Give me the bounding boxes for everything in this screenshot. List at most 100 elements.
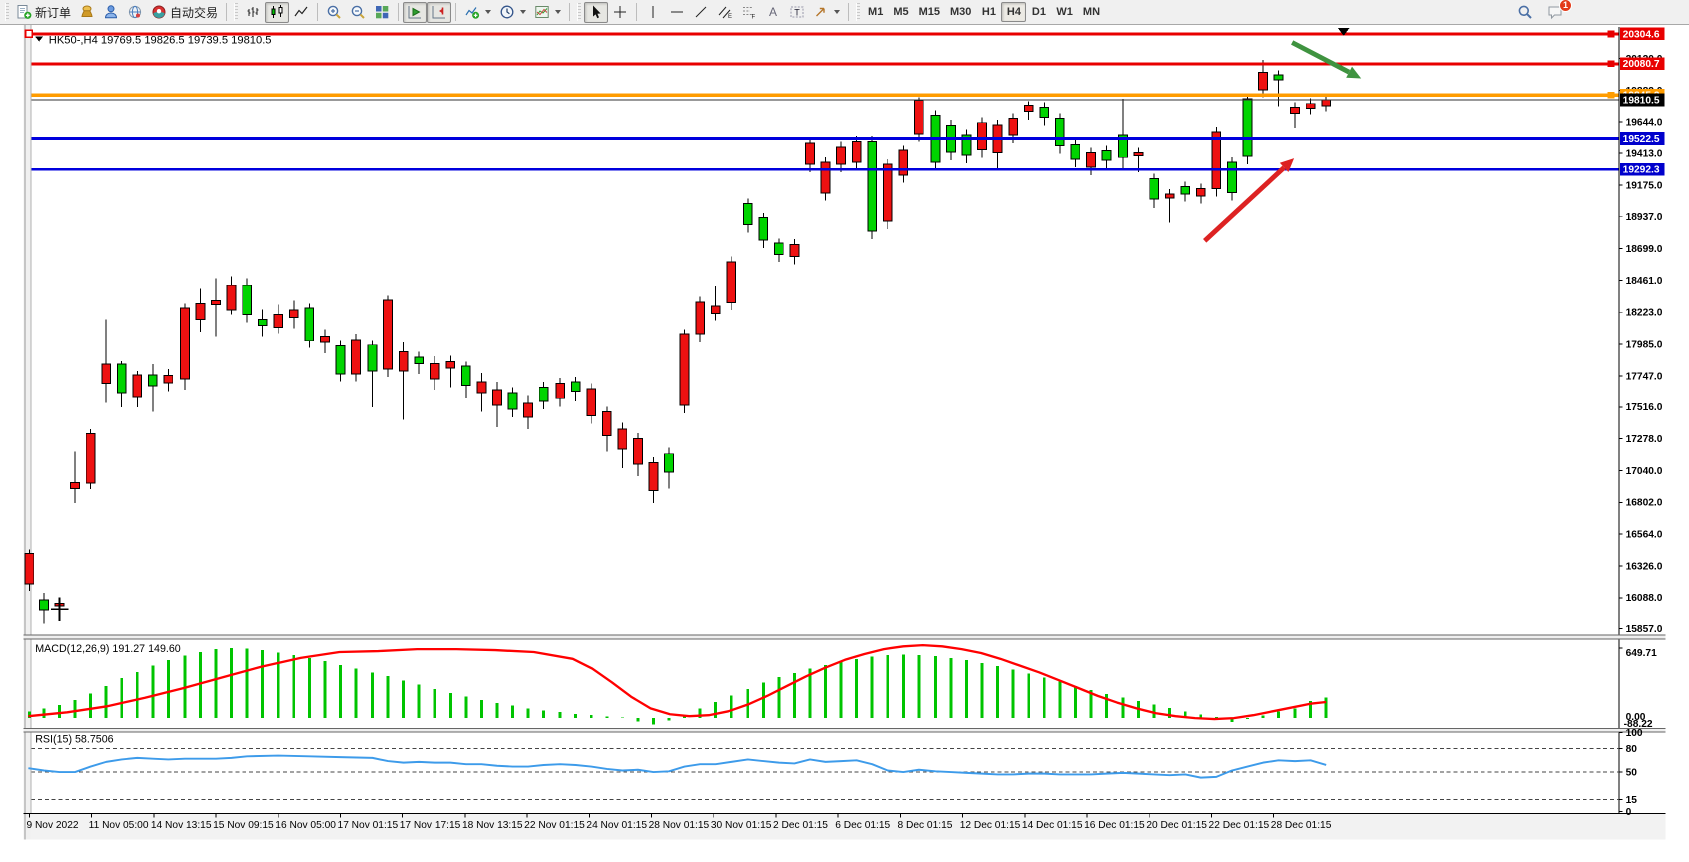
candle-body[interactable] bbox=[1086, 151, 1096, 168]
candle-body[interactable] bbox=[977, 122, 987, 150]
bar-chart-button[interactable] bbox=[241, 2, 265, 23]
timeframe-button-H4[interactable]: H4 bbox=[1001, 2, 1027, 22]
candle-body[interactable] bbox=[288, 309, 299, 318]
candle-body[interactable] bbox=[147, 374, 158, 387]
indicators-button[interactable] bbox=[460, 2, 495, 23]
candlestick-chart-button[interactable] bbox=[265, 1, 290, 23]
new-order-button[interactable]: 新订单 bbox=[12, 2, 75, 23]
candle-body[interactable] bbox=[1054, 117, 1065, 146]
candle-body[interactable] bbox=[1211, 131, 1222, 189]
line-anchor-marker[interactable] bbox=[1337, 27, 1350, 36]
candle-body[interactable] bbox=[70, 482, 80, 490]
candle-body[interactable] bbox=[851, 140, 862, 163]
candle-body[interactable] bbox=[492, 389, 502, 406]
candle-body[interactable] bbox=[180, 307, 190, 380]
candle-body[interactable] bbox=[805, 142, 815, 165]
candle-body[interactable] bbox=[1101, 150, 1112, 161]
candle-body[interactable] bbox=[116, 363, 127, 394]
broadcast-button[interactable] bbox=[123, 2, 147, 23]
candle-body[interactable] bbox=[601, 411, 612, 437]
candle-body[interactable] bbox=[1321, 99, 1332, 107]
candle-body[interactable] bbox=[1039, 107, 1050, 118]
candle-body[interactable] bbox=[1195, 187, 1206, 197]
timeframe-button-M1[interactable]: M1 bbox=[868, 6, 884, 18]
candle-body[interactable] bbox=[383, 299, 393, 370]
tile-windows-button[interactable] bbox=[370, 2, 394, 23]
candle-body[interactable] bbox=[820, 161, 831, 194]
candle-body[interactable] bbox=[163, 375, 174, 384]
candle-body[interactable] bbox=[304, 307, 315, 342]
candle-body[interactable] bbox=[226, 284, 237, 311]
candle-body[interactable] bbox=[1305, 103, 1316, 110]
candle-body[interactable] bbox=[195, 302, 206, 320]
candle-body[interactable] bbox=[445, 360, 456, 369]
profile-button[interactable] bbox=[99, 2, 123, 23]
candle-body[interactable] bbox=[774, 242, 784, 255]
candle-body[interactable] bbox=[24, 552, 35, 585]
candle-body[interactable] bbox=[85, 433, 96, 484]
candle-body[interactable] bbox=[101, 363, 112, 385]
candle-body[interactable] bbox=[1180, 185, 1191, 195]
hline-handle[interactable] bbox=[24, 29, 34, 39]
horizontal-line-tool-button[interactable] bbox=[665, 2, 689, 23]
red-up-arrow-annotation[interactable] bbox=[1203, 158, 1295, 243]
periods-button[interactable] bbox=[495, 2, 530, 23]
timeframe-button-M15[interactable]: M15 bbox=[918, 6, 940, 18]
candle-body[interactable] bbox=[132, 374, 143, 398]
candle-body[interactable] bbox=[1242, 98, 1253, 157]
candle-body[interactable] bbox=[351, 339, 361, 375]
candle-body[interactable] bbox=[335, 344, 346, 375]
price-chart-canvas[interactable]: 20120.019882.019644.019413.019175.018937… bbox=[0, 25, 1689, 862]
hline-handle[interactable] bbox=[1607, 91, 1615, 99]
candle-body[interactable] bbox=[882, 163, 893, 222]
hline-handle[interactable] bbox=[1607, 60, 1615, 68]
candle-body[interactable] bbox=[460, 365, 471, 387]
candle-body[interactable] bbox=[39, 599, 49, 611]
candle-body[interactable] bbox=[429, 362, 440, 380]
candle-body[interactable] bbox=[320, 336, 330, 343]
candle-body[interactable] bbox=[555, 383, 566, 399]
candle-body[interactable] bbox=[726, 261, 737, 304]
timeframe-button-MN[interactable]: MN bbox=[1082, 6, 1101, 18]
candle-body[interactable] bbox=[398, 350, 409, 372]
candle-body[interactable] bbox=[961, 134, 972, 156]
candle-body[interactable] bbox=[836, 146, 846, 165]
pane-separator-rsi[interactable] bbox=[23, 727, 1666, 733]
candle-body[interactable] bbox=[538, 387, 549, 402]
line-chart-button[interactable] bbox=[289, 2, 313, 23]
cursor-tool-button[interactable] bbox=[584, 1, 609, 23]
timeframe-button-D1[interactable]: D1 bbox=[1031, 6, 1046, 18]
chart-shift-button[interactable] bbox=[427, 1, 452, 23]
candle-body[interactable] bbox=[523, 402, 533, 418]
text-tool-button[interactable]: A bbox=[761, 2, 785, 23]
vertical-line-tool-button[interactable] bbox=[641, 2, 665, 23]
candle-body[interactable] bbox=[679, 333, 690, 406]
zoom-out-button[interactable] bbox=[346, 2, 370, 23]
candle-body[interactable] bbox=[507, 392, 518, 410]
seal-button[interactable] bbox=[75, 2, 99, 23]
candle-body[interactable] bbox=[257, 318, 268, 326]
candle-body[interactable] bbox=[1008, 117, 1019, 136]
candle-body[interactable] bbox=[242, 284, 252, 316]
candle-body[interactable] bbox=[1273, 74, 1284, 81]
candle-body[interactable] bbox=[1070, 144, 1081, 160]
candle-body[interactable] bbox=[1258, 71, 1268, 91]
channel-tool-button[interactable]: E bbox=[713, 2, 737, 23]
crosshair-tool-button[interactable] bbox=[608, 2, 632, 23]
candle-body[interactable] bbox=[742, 203, 753, 225]
candle-body[interactable] bbox=[476, 381, 487, 394]
candle-body[interactable] bbox=[648, 461, 659, 492]
candle-body[interactable] bbox=[1164, 193, 1175, 199]
candle-body[interactable] bbox=[695, 301, 705, 335]
templates-button[interactable] bbox=[530, 2, 565, 23]
candle-body[interactable] bbox=[898, 149, 909, 176]
candle-body[interactable] bbox=[914, 100, 924, 135]
search-button[interactable] bbox=[1513, 2, 1537, 23]
pane-separator-macd[interactable] bbox=[23, 634, 1666, 640]
candle-body[interactable] bbox=[570, 381, 581, 393]
timeframe-button-M30[interactable]: M30 bbox=[950, 6, 972, 18]
candle-body[interactable] bbox=[273, 314, 284, 328]
candle-body[interactable] bbox=[710, 305, 721, 314]
label-tool-button[interactable]: T bbox=[785, 2, 809, 23]
zoom-in-button[interactable] bbox=[322, 2, 346, 23]
